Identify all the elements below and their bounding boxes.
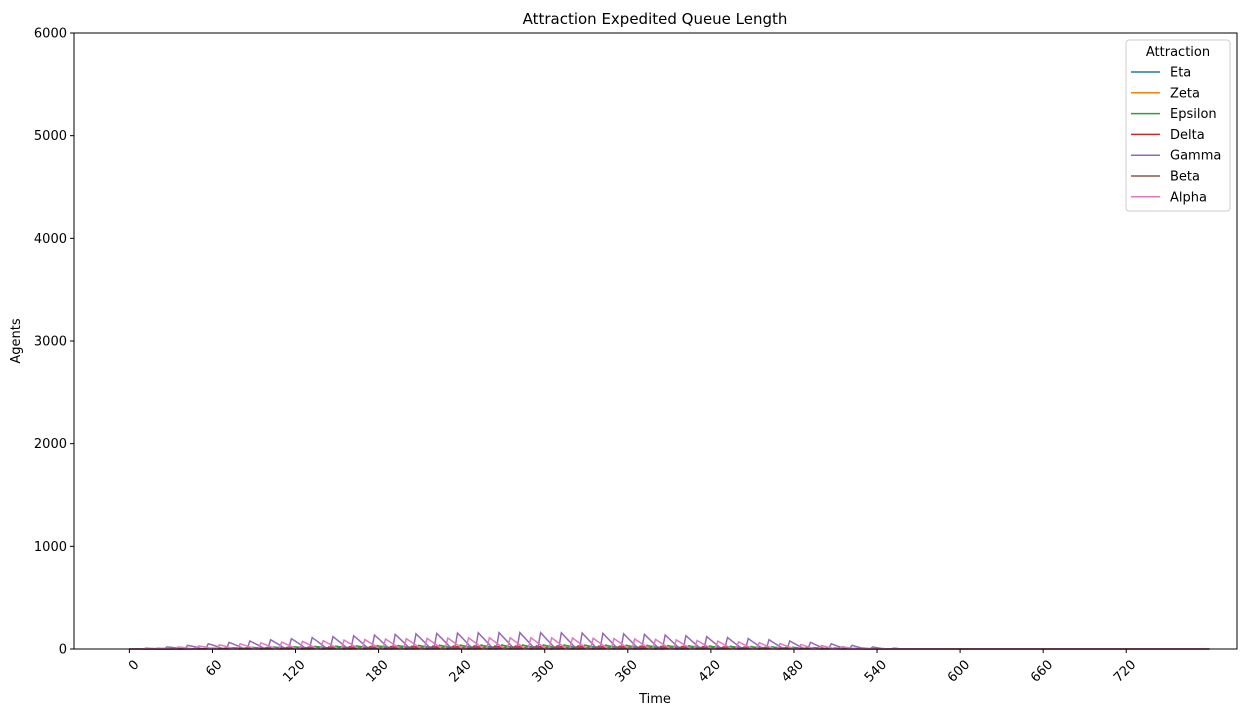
x-tick-label: 0 [126, 657, 142, 673]
x-tick-label: 360 [613, 657, 641, 685]
y-tick-label: 6000 [34, 27, 67, 42]
y-tick-label: 1000 [34, 540, 67, 555]
chart-title: Attraction Expedited Queue Length [523, 10, 788, 28]
plot-frame [73, 32, 1238, 650]
x-tick-label: 180 [363, 657, 391, 685]
x-axis-label: Time [638, 692, 671, 707]
x-tick-label: 480 [779, 657, 807, 685]
plot-lines [129, 630, 1210, 650]
x-tick-label: 240 [447, 657, 475, 685]
legend-title: Attraction [1146, 45, 1210, 60]
x-tick-label: 120 [280, 657, 308, 685]
legend-item-label: Eta [1170, 66, 1191, 81]
legend-item-label: Beta [1170, 170, 1200, 185]
y-tick-label: 2000 [34, 437, 67, 452]
y-tick-label: 0 [59, 643, 67, 658]
x-tick-label: 540 [862, 657, 890, 685]
legend-item-label: Gamma [1170, 149, 1221, 164]
legend-frame [1125, 39, 1231, 212]
y-axis: 0 1000 2000 3000 4000 5000 6000 [34, 27, 74, 658]
y-tick-label: 3000 [34, 335, 67, 350]
y-axis-label: Agents [9, 318, 24, 363]
x-tick-label: 600 [945, 657, 973, 685]
x-tick-label: 660 [1028, 657, 1056, 685]
x-axis: 0 60 120 180 240 300 360 420 480 540 600 660 720 [126, 649, 1139, 686]
legend: Attraction Eta Zeta Epsilon Delta Gamma Beta A… [1125, 39, 1231, 212]
legend-item-label: Delta [1170, 128, 1205, 143]
legend-item-label: Epsilon [1170, 107, 1217, 122]
x-tick-label: 300 [530, 657, 558, 685]
y-tick-label: 5000 [34, 129, 67, 144]
legend-item-label: Alpha [1170, 190, 1207, 205]
x-tick-label: 60 [203, 657, 225, 679]
legend-item-label: Zeta [1170, 86, 1200, 101]
y-tick-label: 4000 [34, 232, 67, 247]
x-tick-label: 720 [1111, 657, 1139, 685]
x-tick-label: 420 [696, 657, 724, 685]
